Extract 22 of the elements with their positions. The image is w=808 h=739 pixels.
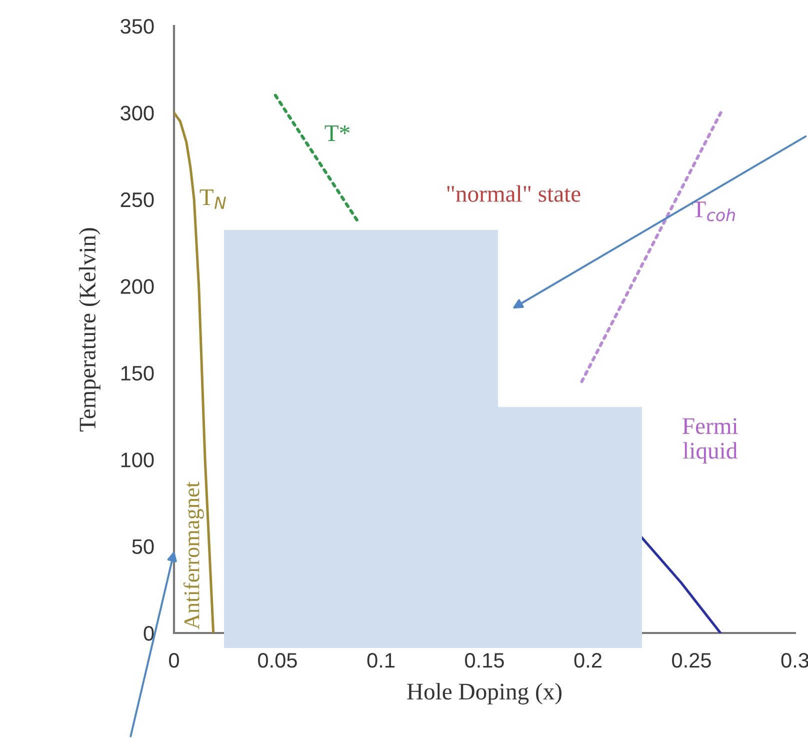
x-tick-label: 0.2 xyxy=(574,652,602,668)
y-tick-label: 350 xyxy=(120,19,154,34)
annotation: Fermi liquid xyxy=(682,418,738,464)
annotation: T$_{N}$ xyxy=(200,190,226,209)
x-tick-label: 0.15 xyxy=(465,652,504,668)
y-tick-label: 150 xyxy=(121,366,154,381)
x-tick-label: 0.25 xyxy=(672,652,711,668)
line-series xyxy=(174,111,215,633)
y-tick-label: 250 xyxy=(120,192,154,208)
annotation: "normal" state xyxy=(447,185,580,202)
x-tick-label: 0.05 xyxy=(258,652,297,668)
annotation: Antiferromagnet xyxy=(183,482,204,630)
x-axis-title: Hole Doping (x) xyxy=(407,682,562,704)
y-tick-label: 0 xyxy=(144,626,154,641)
y-tick-label: 200 xyxy=(120,279,154,294)
x-tick-label: 0.1 xyxy=(367,652,394,668)
annotation: T* xyxy=(324,125,350,141)
y-tick-label: 300 xyxy=(120,106,154,120)
x-tick-label: 0 xyxy=(169,652,179,668)
y-tick-label: 100 xyxy=(121,452,154,468)
y-tick-label: 50 xyxy=(132,539,154,554)
y-axis-title: Temperature (Kelvin) xyxy=(78,228,100,432)
